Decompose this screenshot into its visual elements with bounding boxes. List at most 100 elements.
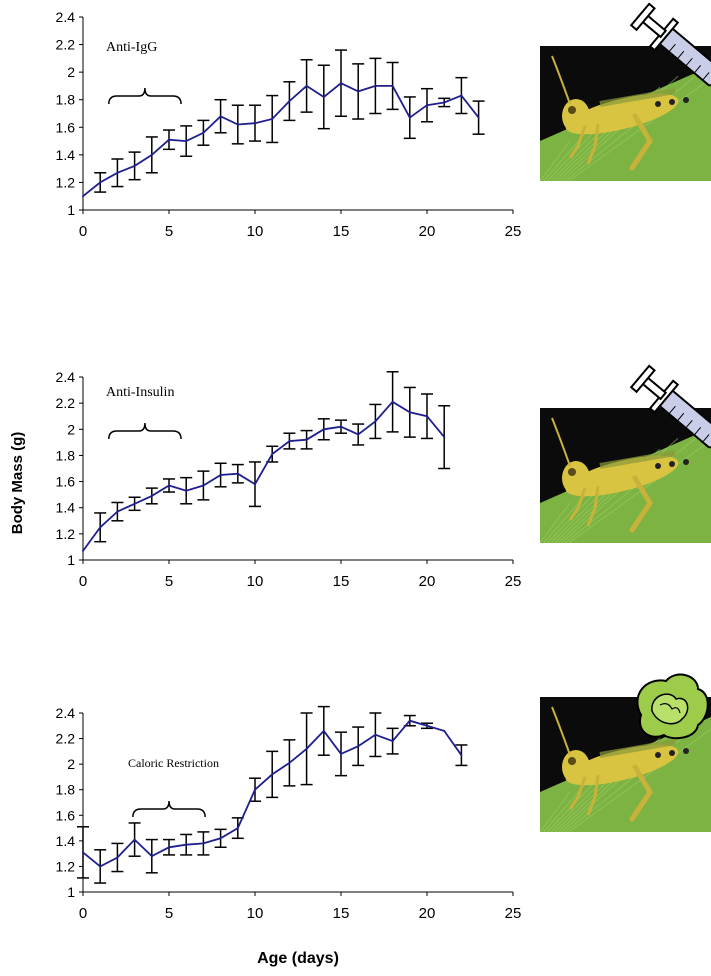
- syringe-mark: [668, 405, 676, 415]
- grasshopper-photo: [539, 673, 711, 833]
- data-point: [99, 865, 102, 868]
- data-point: [374, 84, 377, 87]
- series-line: [82, 82, 480, 197]
- x-tick-label: 5: [165, 573, 173, 590]
- data-point: [391, 740, 394, 743]
- y-tick-label: 1.6: [56, 807, 76, 823]
- x-tick-label: 15: [333, 573, 350, 590]
- treatment-label: Caloric Restriction: [128, 756, 219, 770]
- data-point: [236, 827, 239, 830]
- data-point: [288, 761, 291, 764]
- syringe-mark: [668, 43, 676, 53]
- syringe-mark: [677, 412, 685, 422]
- leaf-vein: [539, 502, 571, 544]
- y-tick-label: 1.8: [56, 447, 76, 463]
- data-point: [254, 483, 256, 486]
- chart-panel: 1 1.2 1.4 1.6 1.8 2 2.2 2.4 0 5 10 15 20 25 Anti-Insul…: [56, 364, 711, 590]
- y-tick-label: 1.6: [56, 474, 76, 490]
- grasshopper-leg: [586, 123, 600, 165]
- chart-panel: 1 1.2 1.4 1.6 1.8 2 2.2 2.4 0 5 10 15 20 25 Caloric Re…: [56, 673, 711, 922]
- grasshopper-wing: [599, 88, 676, 107]
- grasshopper-antenna: [551, 706, 571, 756]
- x-tick-label: 25: [505, 223, 522, 240]
- data-point: [99, 181, 102, 184]
- x-tick-label: 20: [419, 905, 436, 922]
- treatment-label: Anti-IgG: [106, 40, 157, 55]
- syringe-mark: [685, 419, 693, 429]
- data-point: [322, 729, 325, 732]
- data-point: [202, 842, 205, 845]
- treatment-bracket: [108, 87, 182, 105]
- grasshopper-antenna: [551, 417, 571, 467]
- x-tick-label: 20: [419, 573, 436, 590]
- x-tick-label: 10: [247, 573, 264, 590]
- x-tick-label: 15: [333, 223, 350, 240]
- data-point: [426, 724, 428, 727]
- y-tick-label: 2: [67, 756, 75, 772]
- grasshopper-hind-leg: [629, 475, 653, 533]
- y-axis-title: Body Mass (g): [9, 432, 26, 535]
- chart-panel: 1 1.2 1.4 1.6 1.8 2 2.2 2.4 0 5 10 15 20 25 Anti-IgG: [56, 2, 711, 240]
- x-tick-label: 25: [505, 905, 522, 922]
- data-point: [305, 84, 308, 87]
- grasshopper-leg: [568, 125, 587, 159]
- x-tick-label: 10: [247, 905, 264, 922]
- grasshopper-spot: [683, 459, 689, 465]
- data-point: [168, 484, 170, 487]
- grasshopper-body: [565, 93, 679, 135]
- data-point: [443, 101, 446, 104]
- grasshopper-spot: [655, 101, 661, 107]
- lettuce-inner: [651, 693, 689, 725]
- y-tick-label: 1.2: [56, 858, 76, 874]
- charts-container: 11.21.41.61.822.22.40 5 10 15 20 25Anti-IgG11…: [56, 2, 711, 922]
- leaf-vein: [539, 791, 571, 833]
- leaf-vein: [539, 140, 571, 182]
- syringe-mark: [693, 427, 702, 436]
- y-tick-label: 2.2: [56, 37, 76, 53]
- y-tick-label: 1.6: [56, 119, 76, 135]
- y-tick-label: 1.4: [56, 833, 76, 849]
- data-point: [236, 123, 239, 126]
- data-point: [391, 400, 394, 403]
- y-tick-label: 1.8: [56, 92, 76, 108]
- data-point: [150, 494, 153, 497]
- y-tick-label: 1: [67, 884, 75, 900]
- syringe-mark: [677, 50, 685, 60]
- data-point: [340, 82, 342, 85]
- grasshopper-photo: [539, 364, 711, 544]
- data-point: [185, 843, 188, 846]
- data-point: [426, 104, 428, 107]
- treatment-bracket: [132, 800, 206, 818]
- data-point: [202, 484, 205, 487]
- syringe-mark: [702, 434, 710, 443]
- grasshopper-wing: [599, 739, 676, 758]
- y-tick-label: 1.2: [56, 526, 76, 542]
- data-point: [133, 502, 136, 505]
- data-point: [202, 131, 205, 134]
- y-tick-label: 1.8: [56, 782, 76, 798]
- data-point: [357, 90, 360, 93]
- data-point: [460, 754, 463, 757]
- grasshopper-spot: [683, 97, 689, 103]
- data-point: [443, 436, 446, 439]
- series-line: [82, 400, 445, 552]
- grasshopper-eye: [568, 757, 576, 765]
- lettuce-fold: [659, 703, 681, 714]
- grasshopper-spot: [669, 750, 675, 756]
- data-point: [219, 474, 222, 477]
- grasshopper-antenna: [551, 55, 571, 105]
- data-point: [116, 856, 119, 859]
- grasshopper-photo: [539, 2, 711, 182]
- syringe-icon: [629, 2, 711, 87]
- data-point: [357, 745, 360, 748]
- data-point: [408, 719, 411, 722]
- x-axis-title: Age (days): [257, 950, 339, 967]
- treatment-label: Anti-Insulin: [106, 385, 174, 400]
- data-point: [340, 752, 342, 755]
- data-point: [340, 425, 342, 428]
- x-tick-label: 5: [165, 223, 173, 240]
- data-point: [133, 838, 136, 841]
- x-tick-label: 20: [419, 223, 436, 240]
- data-point: [82, 851, 84, 854]
- data-point: [236, 472, 239, 475]
